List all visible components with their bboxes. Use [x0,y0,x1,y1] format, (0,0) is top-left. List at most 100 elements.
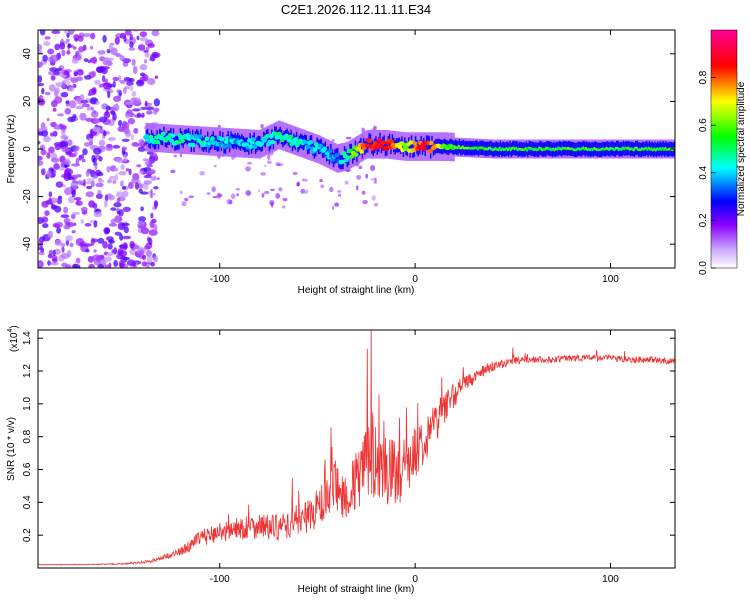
noise-blob [332,205,335,210]
noise-blob [170,169,176,174]
noise-blob [64,108,72,115]
noise-blob [345,136,352,140]
noise-blob [181,201,187,207]
noise-blob [58,166,65,171]
signal-cell [353,152,359,157]
noise-blob [92,126,101,132]
noise-blob [60,135,69,140]
noise-blob [82,179,86,187]
noise-blob [44,91,51,96]
noise-blob [292,171,298,176]
noise-blob [179,190,183,195]
noise-blob [91,70,97,78]
snr-xlabel: Height of straight line (km) [298,584,415,595]
noise-blob [146,164,153,168]
signal-cell [268,134,274,139]
signal-cell [308,140,314,145]
snr-ylabel: SNR (10 * v/v) [6,417,17,481]
noise-blob [153,98,161,107]
noise-blob [356,174,362,180]
noise-blob [87,178,95,182]
noise-blob [54,239,62,246]
noise-blob [85,117,94,122]
noise-blob [126,259,136,267]
noise-blob [107,252,114,257]
snr-y-tick-label: 0.8 [22,429,33,443]
noise-blob [92,254,101,261]
noise-blob [152,109,158,115]
spectrogram-y-tick-label: 20 [22,95,33,107]
noise-blob [108,45,113,49]
noise-blob [103,130,107,137]
noise-blob [66,32,70,39]
noise-blob [118,244,123,248]
noise-blob [104,264,110,268]
signal-cell [364,143,370,148]
noise-blob [282,205,286,209]
noise-blob [120,164,125,171]
noise-blob [60,91,69,98]
noise-blob [260,123,264,129]
signal-cell [330,157,336,163]
noise-blob [40,122,46,130]
noise-blob [71,57,79,64]
spectrogram-xlabel: Height of straight line (km) [298,285,415,296]
colorbar-tick-label: 0.8 [698,70,709,84]
colorbar-tick-label: 0.2 [698,213,709,227]
svg-text:(x104): (x104) [7,325,20,352]
noise-blob [68,100,77,109]
signal-cell [170,133,176,138]
snr-y-tick-label: 0.6 [22,462,33,476]
noise-blob [121,146,127,151]
snr-y-tick-label: 1.4 [22,331,33,345]
noise-blob [358,165,363,170]
noise-blob [57,67,62,71]
noise-blob [153,175,157,181]
noise-blob [110,207,117,211]
noise-blob [145,264,150,268]
noise-blob [41,87,45,95]
noise-blob [93,147,102,155]
noise-blob [124,30,132,36]
snr-scale-base: (x10 [9,332,20,352]
noise-blob [105,57,114,61]
noise-blob [371,195,376,201]
noise-blob [48,191,53,198]
spectrogram-x-tick-label: 100 [602,274,619,285]
signal-cell [318,143,323,148]
noise-blob [112,76,119,82]
signal-cell [169,138,174,143]
noise-blob [334,202,340,207]
noise-blob [64,187,73,196]
noise-blob [70,181,79,189]
noise-blob [77,179,84,185]
noise-blob [150,194,153,199]
noise-blob [42,223,49,229]
noise-blob [270,188,275,191]
noise-blob [140,206,144,212]
noise-blob [39,30,46,36]
noise-blob [71,264,81,268]
noise-blob [48,146,55,154]
noise-blob [121,186,127,190]
noise-blob [75,105,84,110]
noise-blob [98,139,106,146]
signal-cell [226,143,232,148]
noise-blob [370,178,375,181]
noise-blob [93,220,98,228]
spectrogram-y-tick-label: -20 [22,189,33,204]
noise-blob [67,139,73,146]
noise-blob [128,47,136,51]
noise-blob [103,111,111,119]
noise-blob [235,188,240,191]
noise-blob [263,190,270,195]
spectrogram-x-tick-label: 0 [412,274,418,285]
noise-blob [98,116,108,123]
noise-blob [90,45,94,50]
noise-blob [261,193,265,198]
noise-blob [49,54,59,63]
noise-blob [40,149,47,156]
noise-blob [38,241,41,248]
noise-blob [51,30,61,34]
noise-blob [78,46,85,53]
